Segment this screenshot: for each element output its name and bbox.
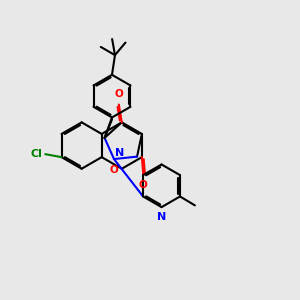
Text: O: O — [139, 180, 148, 190]
Text: N: N — [116, 148, 125, 158]
Text: N: N — [157, 212, 166, 223]
Text: O: O — [114, 89, 123, 99]
Text: O: O — [110, 165, 118, 175]
Text: Cl: Cl — [31, 149, 43, 159]
